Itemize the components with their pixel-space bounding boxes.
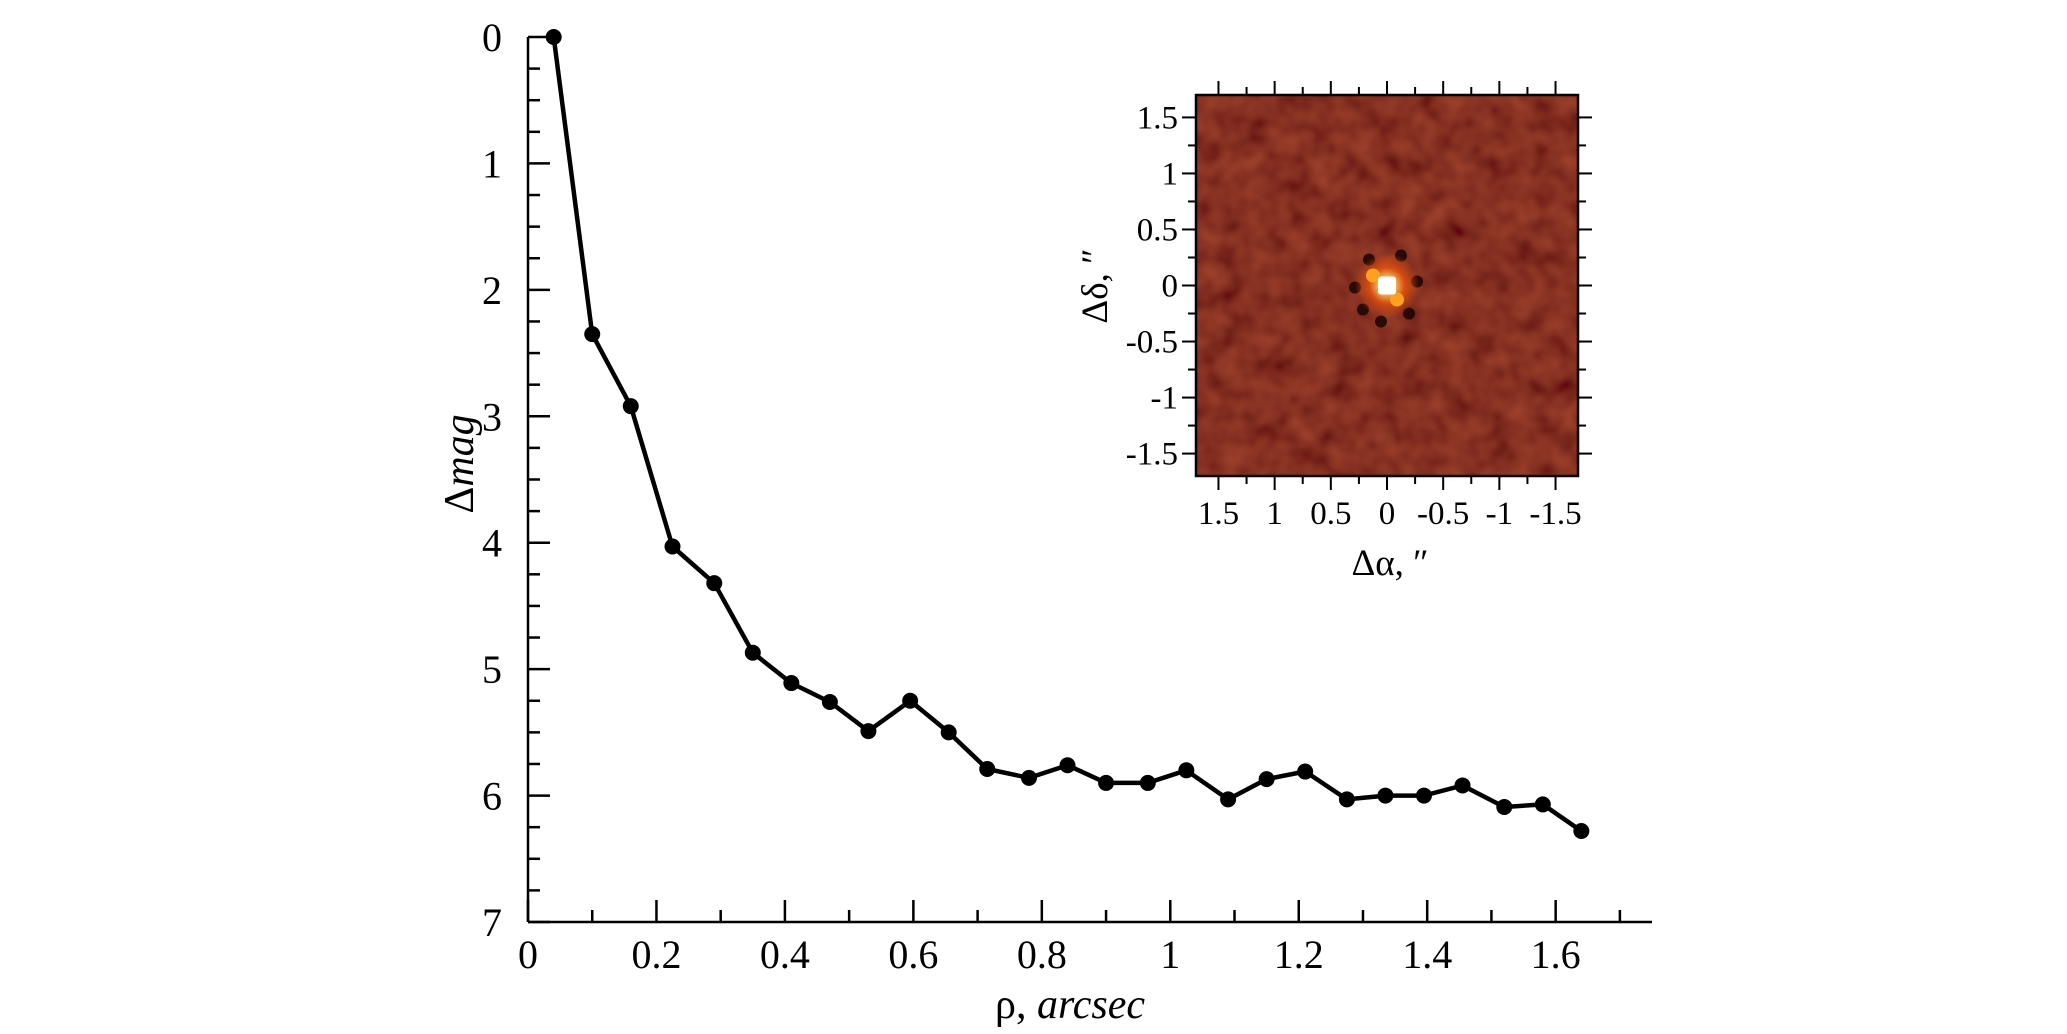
data-point bbox=[1139, 774, 1156, 791]
y-tick-label: 7 bbox=[482, 900, 502, 945]
data-point bbox=[1297, 763, 1314, 780]
central-star bbox=[1378, 276, 1396, 295]
main-ticks bbox=[526, 35, 1622, 924]
data-point bbox=[1377, 787, 1394, 804]
speckle-image bbox=[1196, 95, 1578, 476]
x-tick-label: 1.6 bbox=[1531, 932, 1581, 977]
y-tick-label: 3 bbox=[482, 394, 502, 439]
speckle-bright bbox=[1390, 292, 1404, 307]
inset-y-tick-label: 0.5 bbox=[1137, 212, 1178, 248]
inset-ticks bbox=[1182, 81, 1592, 490]
y-tick-label: 1 bbox=[482, 141, 502, 186]
y-tick-label: 6 bbox=[482, 774, 502, 819]
data-point bbox=[1059, 757, 1076, 774]
data-point bbox=[1098, 774, 1115, 791]
inset-x-tick-label: -1 bbox=[1486, 496, 1514, 532]
data-point bbox=[860, 723, 877, 740]
speckle-dark bbox=[1375, 315, 1387, 328]
inset-x-tick-label: 0 bbox=[1379, 496, 1396, 532]
data-point bbox=[821, 694, 838, 711]
data-point bbox=[706, 575, 723, 592]
data-point bbox=[1338, 791, 1355, 808]
x-tick-label: 1.4 bbox=[1402, 932, 1452, 977]
x-tick-label: 0.8 bbox=[1017, 932, 1067, 977]
data-point bbox=[545, 29, 562, 45]
inset-y-tick-label: 1 bbox=[1162, 156, 1179, 192]
inset-y-tick-label: 0 bbox=[1162, 269, 1179, 305]
inset-image-panel: 1.5 1 0.5 0 -0.5 -1 -1.5 1.5 1 0.5 0 -0.5 -1 -1.5 Δα,… bbox=[1075, 81, 1592, 584]
x-tick-label: 1.2 bbox=[1274, 932, 1324, 977]
data-point bbox=[1534, 796, 1551, 813]
y-axis-label: Δmag bbox=[437, 414, 483, 513]
inset-y-axis-label: Δδ, ″ bbox=[1075, 248, 1116, 323]
data-point bbox=[744, 644, 761, 661]
x-tick-label: 0 bbox=[518, 932, 538, 977]
inset-x-axis-label: Δα, ″ bbox=[1351, 543, 1428, 584]
y-axis-label-mag: mag bbox=[437, 414, 483, 486]
x-tick-label: 1 bbox=[1160, 932, 1180, 977]
x-tick-label: 0.6 bbox=[888, 932, 938, 977]
data-point bbox=[1496, 798, 1513, 815]
data-point bbox=[664, 538, 681, 555]
data-point bbox=[902, 692, 919, 709]
inset-x-tick-label: 0.5 bbox=[1310, 496, 1351, 532]
y-tick-label: 5 bbox=[482, 647, 502, 692]
inset-y-tick-label: -0.5 bbox=[1126, 325, 1178, 361]
x-axis-label: ρ, arcsec bbox=[995, 982, 1145, 1028]
inset-x-tick-label: 1 bbox=[1266, 496, 1283, 532]
inset-y-tick-label: 1.5 bbox=[1137, 100, 1178, 136]
data-point bbox=[584, 326, 601, 343]
inset-tick-labels: 1.5 1 0.5 0 -0.5 -1 -1.5 1.5 1 0.5 0 -0.5 -1 -1.5 bbox=[1126, 100, 1582, 532]
data-point bbox=[1220, 791, 1237, 808]
data-point bbox=[940, 724, 957, 741]
x-axis-label-symbol: ρ, bbox=[995, 982, 1037, 1028]
speckle-bright bbox=[1366, 268, 1380, 283]
y-tick-label: 2 bbox=[482, 268, 502, 313]
data-point bbox=[1020, 769, 1037, 786]
y-tick-label: 0 bbox=[482, 15, 502, 60]
inset-y-tick-label: -1 bbox=[1151, 381, 1179, 417]
x-axis-label-unit: arcsec bbox=[1037, 982, 1145, 1028]
data-point bbox=[783, 675, 800, 692]
inset-x-tick-label: 1.5 bbox=[1198, 496, 1239, 532]
data-point bbox=[1415, 787, 1432, 804]
series-points bbox=[545, 29, 1590, 839]
y-tick-label: 4 bbox=[482, 521, 502, 566]
inset-x-tick-label: -0.5 bbox=[1417, 496, 1469, 532]
data-point bbox=[1454, 777, 1471, 794]
inset-y-tick-label: -1.5 bbox=[1126, 437, 1178, 473]
data-point bbox=[979, 761, 996, 778]
data-point bbox=[1573, 822, 1590, 839]
y-axis-label-delta: Δ bbox=[437, 487, 483, 514]
data-point bbox=[1178, 762, 1195, 779]
x-tick-label: 0.2 bbox=[631, 932, 681, 977]
x-tick-label: 0.4 bbox=[760, 932, 810, 977]
data-point bbox=[622, 398, 639, 415]
inset-x-tick-label: -1.5 bbox=[1529, 496, 1581, 532]
data-point bbox=[1258, 771, 1275, 788]
